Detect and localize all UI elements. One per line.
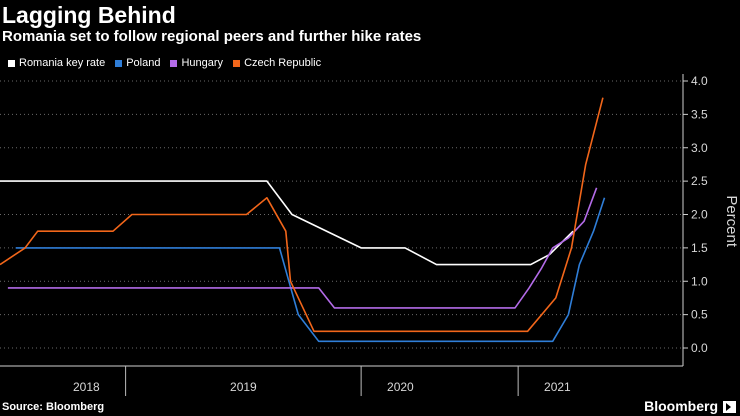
y-tick-label: 3.5 xyxy=(691,107,708,121)
legend-label: Romania key rate xyxy=(19,57,106,69)
series-line xyxy=(0,97,604,333)
x-tick-label: 2021 xyxy=(544,380,571,394)
series-line xyxy=(15,197,606,343)
y-tick-label: 2.5 xyxy=(691,174,708,188)
y-tick-label: 0.5 xyxy=(691,308,708,322)
y-tick-label: 1.5 xyxy=(691,241,708,255)
legend-swatch xyxy=(233,59,241,67)
legend-item: Hungary xyxy=(170,57,223,69)
legend-item: Poland xyxy=(115,57,160,69)
chart-title: Lagging Behind xyxy=(2,2,176,28)
legend-label: Czech Republic xyxy=(244,57,322,69)
x-tick-label: 2020 xyxy=(387,380,414,394)
series-line xyxy=(0,180,574,266)
x-tick-label: 2018 xyxy=(73,380,100,394)
y-tick-label: 2.0 xyxy=(691,208,708,222)
legend-label: Poland xyxy=(126,57,161,69)
legend-item: Czech Republic xyxy=(233,57,321,69)
chart-subtitle: Romania set to follow regional peers and… xyxy=(2,28,422,45)
source-note: Source: Bloomberg xyxy=(2,401,105,413)
y-tick-label: 1.0 xyxy=(691,274,708,288)
legend-swatch xyxy=(170,59,178,67)
y-tick-label: 0.0 xyxy=(691,341,708,355)
y-tick-label: 4.0 xyxy=(691,74,708,88)
legend-label: Hungary xyxy=(181,57,224,69)
chart-legend: Romania key rate Poland Hungary Czech Re… xyxy=(8,56,321,70)
series-line xyxy=(7,187,598,309)
legend-swatch xyxy=(8,59,15,67)
bloomberg-logo-icon xyxy=(723,401,736,413)
x-tick-label: 2019 xyxy=(230,380,257,394)
y-tick-label: 3.0 xyxy=(691,141,708,155)
legend-item: Romania key rate xyxy=(8,57,105,69)
brand-name: Bloomberg xyxy=(644,398,718,414)
y-axis-label: Percent xyxy=(723,195,740,248)
legend-swatch xyxy=(115,59,123,67)
series-group xyxy=(0,97,606,343)
axes: Percent 0.0 0.5 1.0 1.5 2.0 2.5 3.0 3.5 4.0 2018 2… xyxy=(0,74,740,396)
